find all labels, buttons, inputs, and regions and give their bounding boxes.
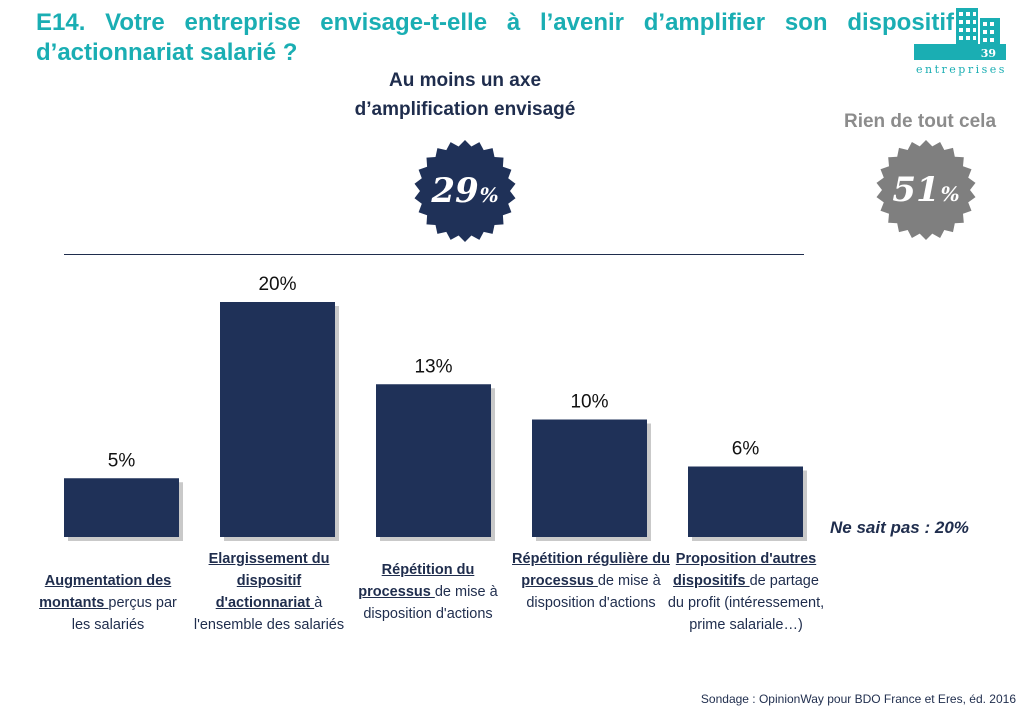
bar-value-label-2: 20% bbox=[258, 274, 296, 295]
bar-value-label-3: 13% bbox=[414, 356, 452, 377]
bar-2 bbox=[220, 302, 335, 537]
starburst-grey-icon bbox=[876, 140, 976, 240]
category-label-3: Répétition du processus de mise à dispos… bbox=[358, 562, 498, 622]
amplification-heading-line2: d’amplification envisagé bbox=[354, 99, 576, 120]
bar-4 bbox=[532, 419, 647, 537]
buildings-logo-icon: 39 bbox=[914, 8, 1006, 60]
question-title: E14. Votre entreprise envisage-t-elle à … bbox=[36, 9, 954, 66]
amplification-heading: Au moins un axe d’amplification envisagé bbox=[300, 66, 630, 124]
bar-5 bbox=[688, 466, 803, 537]
starburst-icon bbox=[414, 140, 516, 242]
bar-shadow bbox=[224, 306, 339, 541]
bar-value-label-1: 5% bbox=[108, 450, 136, 471]
amplification-heading-line1: Au moins un axe bbox=[388, 70, 542, 91]
logo-number: 39 bbox=[981, 47, 996, 60]
category-label-2: Elargissement du dispositif d'actionnari… bbox=[193, 551, 345, 633]
bar-shadow bbox=[536, 423, 651, 541]
none-heading: Rien de tout cela bbox=[843, 111, 997, 132]
bar-shadow bbox=[380, 388, 495, 541]
source-note: Sondage : OpinionWay pour BDO France et … bbox=[700, 692, 1016, 706]
amplification-badge: 29% bbox=[414, 140, 516, 242]
dont-know-note: Ne sait pas : 20% bbox=[830, 518, 969, 537]
category-label-5: Proposition d'autres dispositifs de part… bbox=[667, 551, 825, 633]
bar-value-label-5: 6% bbox=[732, 439, 760, 460]
bar-shadow bbox=[68, 482, 183, 541]
none-unit: % bbox=[940, 182, 960, 206]
logo-word: entreprises bbox=[916, 63, 1007, 76]
bar-1 bbox=[64, 478, 179, 537]
section-divider bbox=[64, 254, 804, 255]
none-value: 51 bbox=[892, 170, 940, 210]
none-badge: 51% bbox=[876, 140, 976, 240]
bar-3 bbox=[376, 384, 491, 537]
amplification-unit: % bbox=[479, 183, 499, 207]
category-label-1: Augmentation des montants perçus par les… bbox=[39, 573, 177, 633]
category-label-4: Répétition régulière du processus de mis… bbox=[512, 551, 670, 611]
bar-shadow bbox=[692, 470, 807, 541]
amplification-value: 29 bbox=[431, 171, 479, 211]
bar-value-label-4: 10% bbox=[570, 392, 608, 413]
